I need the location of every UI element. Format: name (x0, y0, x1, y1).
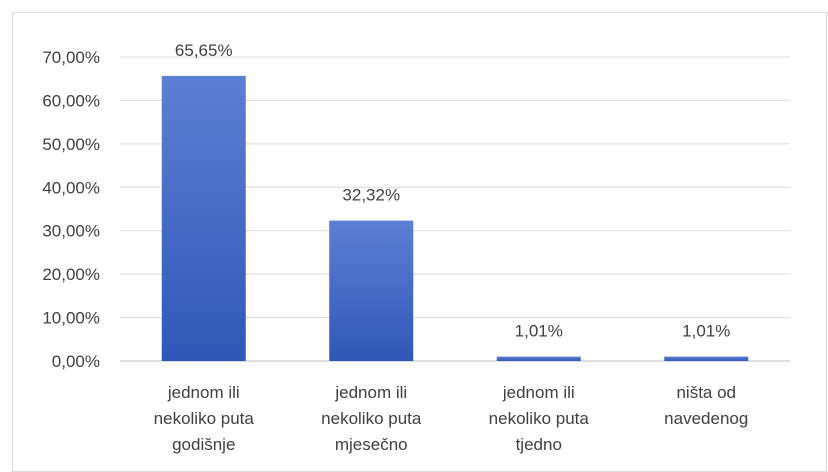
data-label: 65,65% (175, 41, 233, 60)
y-tick-label: 10,00% (42, 309, 100, 328)
x-category-label: jednom ili nekoliko puta godišnje (154, 383, 255, 454)
y-tick-label: 60,00% (42, 91, 100, 110)
bars (161, 75, 749, 362)
bar (161, 75, 246, 362)
y-axis-ticks: 0,00% 10,00% 20,00% 30,00% 40,00% 50,00% 60,00… (42, 48, 100, 371)
bar (329, 220, 414, 361)
data-label: 1,01% (682, 322, 730, 341)
x-category-label: jednom ili nekoliko puta tjedno (489, 383, 590, 454)
bar-chart: 0,00% 10,00% 20,00% 30,00% 40,00% 50,00% 60,00… (42, 41, 790, 454)
y-tick-label: 70,00% (42, 48, 100, 67)
bar (496, 356, 581, 361)
data-label: 32,32% (342, 186, 400, 205)
data-labels: 65,65% 32,32% 1,01% 1,01% (175, 41, 730, 341)
y-tick-label: 20,00% (42, 265, 100, 284)
x-category-label: ništa od navedenog (664, 383, 748, 428)
data-label: 1,01% (515, 322, 563, 341)
x-axis-categories: jednom ili nekoliko puta godišnje jednom il… (154, 383, 749, 454)
x-category-label: jednom ili nekoliko puta mjesečno (321, 383, 422, 454)
chart-frame (12, 12, 827, 472)
y-tick-label: 0,00% (52, 352, 100, 371)
y-tick-label: 50,00% (42, 135, 100, 154)
bar (664, 356, 749, 361)
y-tick-label: 30,00% (42, 222, 100, 241)
y-tick-label: 40,00% (42, 178, 100, 197)
